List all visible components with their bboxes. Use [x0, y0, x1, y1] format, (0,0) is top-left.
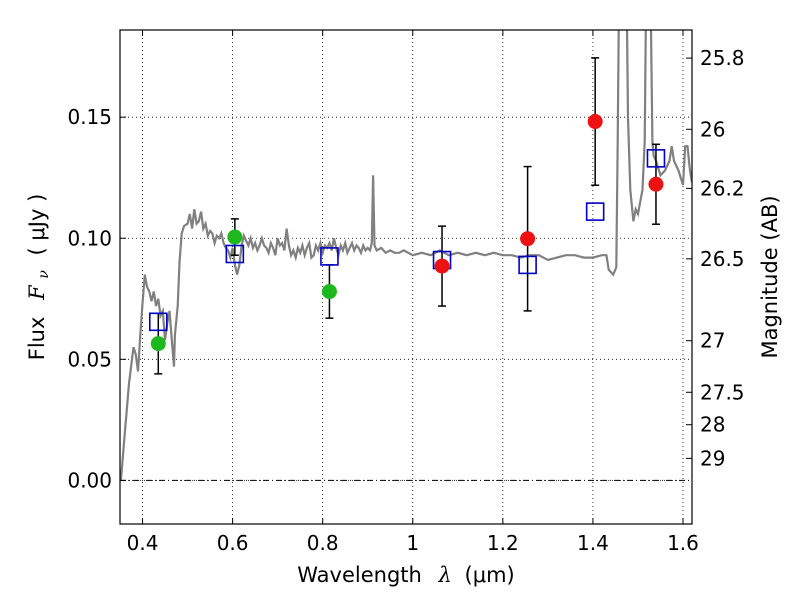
x-axis-ticks: 0.4 0.6 0.8 1 1.2 1.4 1.6: [127, 30, 699, 555]
y-tick-label: 0.10: [67, 226, 112, 250]
y2-tick-label: 28: [700, 413, 725, 437]
y-tick-label: 0.00: [67, 468, 112, 492]
x-axis-unit: (μm): [465, 563, 515, 587]
y-tick-label: 0.15: [67, 105, 112, 129]
red-points: [434, 114, 664, 274]
y-axis-symbol-sub: ν: [36, 270, 52, 279]
y2-axis-label: Magnitude (AB): [758, 195, 782, 358]
model-square: [320, 247, 339, 266]
y2-tick-label: 27: [700, 329, 725, 353]
red-point: [520, 231, 536, 247]
model-spectrum-line: [120, 30, 692, 481]
y-tick-label: 0.05: [67, 347, 112, 371]
x-tick-label: 1.2: [487, 531, 519, 555]
green-point: [150, 336, 166, 352]
red-point: [587, 114, 603, 130]
green-point: [227, 229, 243, 245]
y2-tick-label: 26.5: [700, 247, 745, 271]
errorbars: [154, 57, 660, 375]
y2-tick-label: 27.5: [700, 380, 745, 404]
x-tick-label: 1.6: [667, 531, 699, 555]
y2-axis-ticks: 25.8 26 26.2 26.5 27 27.5 28 29: [686, 46, 745, 470]
y-axis-ticks: 0.00 0.05 0.10 0.15: [67, 105, 126, 492]
y-axis-symbol: F: [25, 284, 49, 301]
model-square: [646, 149, 666, 168]
x-tick-label: 1: [406, 531, 419, 555]
red-point: [648, 176, 664, 192]
x-tick-label: 0.8: [307, 531, 339, 555]
y2-tick-label: 26: [700, 117, 725, 141]
green-point: [321, 284, 337, 300]
red-point: [434, 258, 450, 274]
x-tick-label: 1.4: [577, 531, 609, 555]
green-points: [150, 229, 337, 352]
model-square: [518, 255, 537, 275]
x-axis-label-text: Wavelength: [297, 563, 422, 587]
x-tick-label: 0.4: [127, 531, 159, 555]
y2-tick-label: 25.8: [700, 46, 745, 70]
x-axis-symbol: λ: [438, 563, 452, 587]
model-square: [148, 312, 168, 332]
model-square: [585, 202, 605, 221]
plot-frame: [119, 29, 693, 525]
grid: [120, 30, 692, 524]
x-tick-label: 0.6: [217, 531, 249, 555]
x-axis-label: Wavelength λ (μm): [297, 563, 514, 587]
model-square: [225, 244, 245, 264]
model-photometry-squares: [148, 149, 666, 332]
y-axis-label: Flux F ν ( μJy ): [25, 194, 53, 361]
y-axis-unit: ( μJy ): [25, 194, 49, 256]
y2-tick-label: 29: [700, 446, 725, 470]
y-axis-label-text: Flux: [25, 317, 49, 361]
y2-tick-label: 26.2: [700, 176, 745, 200]
